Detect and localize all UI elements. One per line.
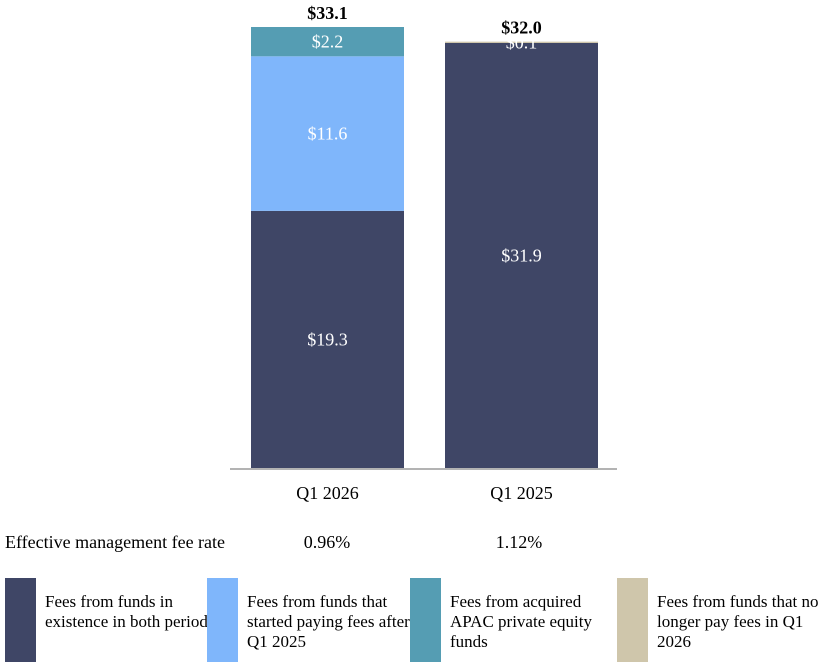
total-label: $32.0 xyxy=(501,18,542,38)
bar-segment-q1-2026-s0 xyxy=(251,210,404,468)
legend-label: Fees from acquired APAC private equity f… xyxy=(450,592,592,651)
legend-swatch xyxy=(410,578,441,662)
bar-segment-q1-2026-s1 xyxy=(251,56,404,211)
legend-label: Fees from funds in existence in both per… xyxy=(45,592,215,631)
bar-segment-q1-2026-s2 xyxy=(251,27,404,57)
x-tick-labels: Q1 2026 Q1 2025 xyxy=(296,483,553,503)
legend-swatch xyxy=(207,578,238,662)
fee-rate-q1-2026: 0.96% xyxy=(303,532,351,552)
data-label: $11.6 xyxy=(308,124,348,144)
legend: Fees from funds in existence in both per… xyxy=(0,578,831,662)
bar-segment-q1-2025-s3 xyxy=(445,41,598,43)
legend-label: Fees from funds that started paying fees… xyxy=(247,592,410,651)
legend-swatch xyxy=(617,578,648,662)
fee-rate-q1-2025: 1.12% xyxy=(495,532,543,552)
legend-label: Fees from funds that no longer pay fees … xyxy=(657,592,819,651)
total-label: $33.1 xyxy=(307,3,348,23)
data-label: $2.2 xyxy=(312,32,344,52)
data-label: $31.9 xyxy=(501,245,542,265)
x-tick-label: Q1 2025 xyxy=(490,483,553,503)
fee-rate-label: Effective management fee rate xyxy=(5,532,226,552)
data-label: $0.1 xyxy=(506,32,538,52)
fee-rate-row: Effective management fee rate 0.96% 1.12… xyxy=(0,532,831,556)
labels-layer: $19.3 $11.6 $2.2 $33.1 $31.9 $0.1$32.0 xyxy=(307,3,542,349)
data-label: $19.3 xyxy=(307,329,348,349)
bar-segment-q1-2025-s0 xyxy=(445,42,598,468)
x-tick-label: Q1 2026 xyxy=(296,483,359,503)
bars-layer xyxy=(251,27,598,468)
legend-swatch xyxy=(5,578,36,662)
